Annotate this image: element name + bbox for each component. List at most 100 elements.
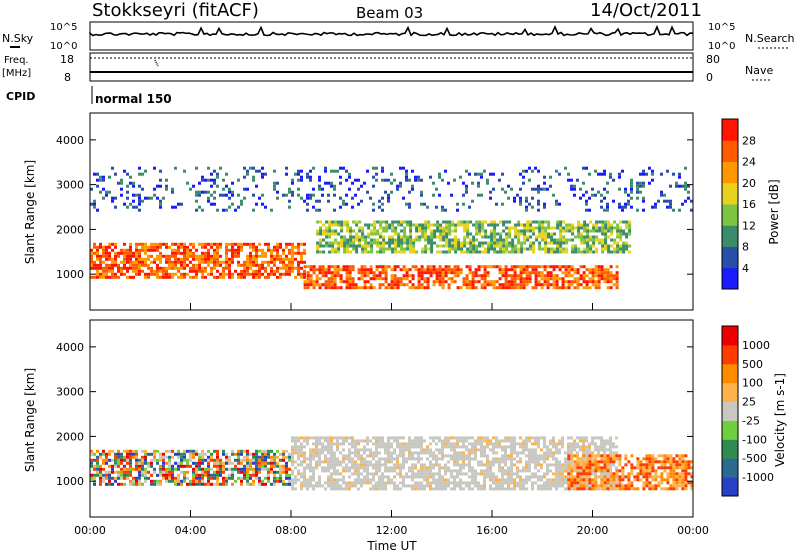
power-echo-cell [264,275,267,279]
power-echo-cell [525,271,529,275]
power-echo-cell [610,250,614,254]
velocity-echo-cell [438,478,441,482]
power-echo-cell [204,190,207,194]
velocity-echo-cell [528,451,531,455]
velocity-echo-cell [672,460,676,464]
power-echo-cell [477,181,480,185]
velocity-echo-cell [621,484,625,488]
velocity-echo-cell [381,442,384,446]
power-echo-cell [132,199,135,203]
power-echo-cell [604,238,608,242]
power-echo-cell [285,266,288,270]
velocity-echo-cell [255,461,258,465]
velocity-echo-cell [384,460,387,464]
power-echo-cell [447,286,451,290]
power-echo-cell [501,172,504,176]
velocity-echo-cell [333,466,336,470]
velocity-echo-cell [351,460,354,464]
velocity-echo-cell [117,473,120,477]
velocity-echo-cell [255,455,258,459]
velocity-echo-cell [501,448,504,452]
velocity-echo-cell [189,479,192,483]
velocity-echo-cell [441,445,444,449]
velocity-echo-cell [588,481,592,485]
power-echo-cell [426,280,430,284]
power-echo-cell [105,193,108,197]
power-echo-cell [213,266,216,270]
velocity-echo-cell [132,479,135,483]
power-echo-cell [306,265,310,269]
power-echo-cell [114,205,117,209]
power-echo-cell [462,202,465,206]
velocity-echo-cell [117,455,120,459]
power-echo-cell [237,178,240,182]
velocity-echo-cell [294,478,297,482]
power-echo-cell [421,223,425,227]
velocity-echo-cell [426,484,429,488]
velocity-echo-cell [642,457,646,461]
power-echo-cell [622,247,626,251]
velocity-echo-cell [102,458,105,462]
power-echo-cell [316,220,320,224]
power-echo-cell [355,244,359,248]
velocity-echo-cell [402,442,405,446]
power-echo-cell [576,268,580,272]
power-echo-cell [393,268,397,272]
power-echo-cell [529,229,533,233]
power-echo-cell [463,235,467,239]
power-echo-cell [607,235,611,239]
velocity-echo-cell [414,436,417,440]
power-echo-cell [309,178,312,182]
velocity-echo-cell [117,464,120,468]
velocity-echo-cell [657,466,661,470]
velocity-echo-cell [633,466,637,470]
power-echo-cell [237,242,240,246]
velocity-echo-cell [276,449,279,453]
power-echo-cell [153,260,156,264]
power-echo-cell [534,286,538,290]
velocity-echo-cell [597,454,601,458]
velocity-echo-cell [453,469,456,473]
power-echo-cell [186,254,189,258]
power-echo-cell [369,268,373,272]
velocity-echo-cell [483,472,486,476]
velocity-echo-cell [618,460,622,464]
velocity-echo-cell [243,449,246,453]
velocity-echo-cell [378,466,381,470]
power-echo-cell [126,205,129,209]
power-echo-cell [195,263,198,267]
power-echo-cell [490,244,494,248]
power-echo-cell [204,251,207,255]
velocity-echo-cell [489,442,492,446]
power-colorbar-swatch [722,140,738,162]
power-echo-cell [225,251,228,255]
velocity-echo-cell [435,487,438,491]
velocity-echo-cell [534,463,537,467]
velocity-echo-cell [309,448,312,452]
power-echo-cell [117,263,120,267]
velocity-echo-cell [207,476,210,480]
velocity-echo-cell [357,466,360,470]
power-echo-cell [379,250,383,254]
velocity-echo-cell [228,458,231,462]
velocity-echo-cell [129,449,132,453]
velocity-echo-cell [138,476,141,480]
power-echo-cell [475,220,479,224]
velocity-echo-cell [666,472,670,476]
power-echo-cell [384,265,388,269]
velocity-echo-cell [96,449,99,453]
power-echo-cell [561,283,565,287]
power-echo-cell [312,268,316,272]
velocity-echo-cell [627,487,631,491]
velocity-echo-cell [312,436,315,440]
power-echo-cell [585,274,589,278]
velocity-echo-cell [264,458,267,462]
power-echo-cell [487,244,491,248]
power-echo-cell [490,220,494,224]
power-echo-cell [324,274,328,278]
velocity-echo-cell [618,457,622,461]
power-echo-cell [216,254,219,258]
power-echo-cell [642,208,645,212]
power-echo-cell [303,248,306,252]
velocity-echo-cell [549,442,552,446]
